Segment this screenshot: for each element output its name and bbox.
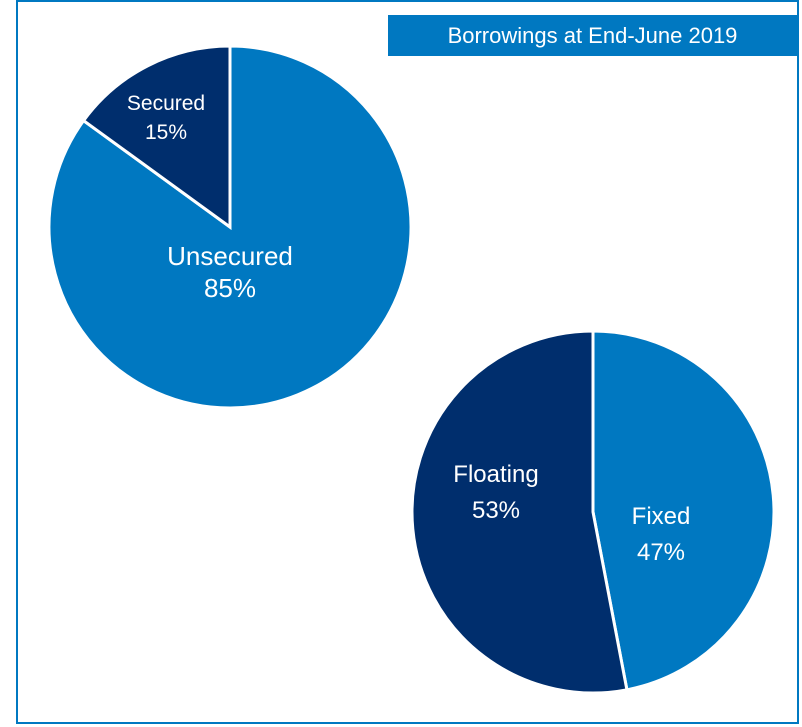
slice-value-fixed: 47% [637, 539, 685, 566]
slice-label-floating: Floating [453, 461, 538, 488]
pie-slice-floating [410, 329, 629, 695]
slice-value-unsecured: 85% [204, 273, 256, 303]
slice-value-secured: 15% [145, 121, 187, 144]
pie-slice-fixed [591, 329, 776, 692]
chart-title: Borrowings at End-June 2019 [388, 15, 797, 56]
slice-label-secured: Secured [127, 92, 205, 115]
slice-label-unsecured: Unsecured [167, 241, 293, 271]
pie-slice-secured [81, 44, 232, 230]
chart-frame [16, 0, 799, 724]
pie-chart-rate-type: Fixed 47% Floating 53% [410, 329, 776, 695]
slice-value-floating: 53% [472, 497, 520, 524]
slice-label-fixed: Fixed [632, 503, 691, 530]
